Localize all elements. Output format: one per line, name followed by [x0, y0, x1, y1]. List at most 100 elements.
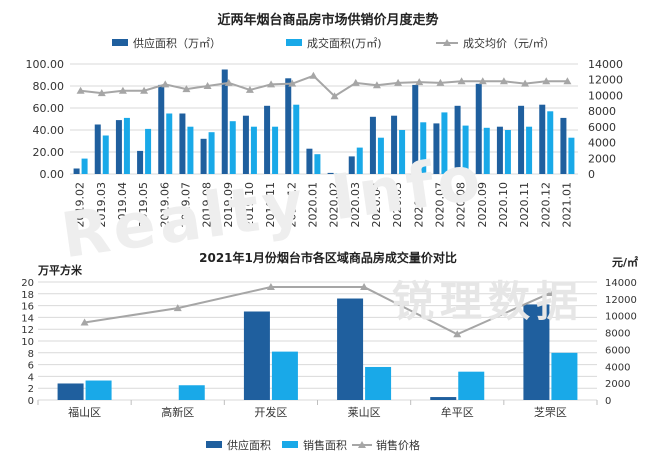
chart1-legend-label-deal: 成交面积(万㎡) — [307, 36, 382, 50]
chart2-y-tick-left: 16 — [21, 302, 34, 313]
chart2-y-tick-right: 6000 — [605, 345, 630, 356]
chart1-y-tick-left: 100.00 — [26, 58, 65, 71]
chart2-bar-supply — [243, 311, 270, 400]
chart1-y-tick-right: 14000 — [588, 58, 623, 71]
chart1-bar-supply — [496, 126, 503, 174]
chart2-y-tick-left: 10 — [21, 337, 34, 348]
chart1-bar-supply — [475, 83, 482, 174]
chart2-bar-sales — [178, 385, 205, 400]
chart2-title: 2021年1月份烟台市各区域商品房成交量价对比 — [199, 250, 457, 265]
chart1-point-price — [457, 77, 466, 85]
chart1-point-price — [372, 81, 381, 89]
chart1-point-price — [542, 77, 551, 85]
chart1-y-tick-right: 8000 — [588, 105, 616, 118]
chart1-bar-supply — [306, 148, 313, 174]
chart2-point-price — [80, 318, 89, 326]
chart1-bar-supply — [433, 123, 440, 174]
chart1-bar-deal — [229, 121, 236, 174]
chart1-legend-swatch-supply — [112, 39, 128, 46]
chart2-legend-marker-price — [358, 441, 366, 448]
chart1-bar-supply — [454, 105, 461, 174]
chart1-point-price — [97, 89, 106, 97]
chart2-y2-axis-label: 元/㎡ — [612, 255, 638, 269]
chart1-bar-deal — [526, 126, 533, 174]
chart1-bar-deal — [314, 154, 321, 174]
chart1-bar-supply — [94, 124, 101, 174]
chart2-y-tick-right: 10000 — [605, 312, 637, 323]
chart1-x-tick: 2020.11 — [518, 182, 531, 228]
chart2-bar-sales — [271, 351, 298, 400]
chart1-bar-deal — [568, 137, 575, 174]
chart2-point-price — [546, 288, 555, 296]
chart1-point-price — [436, 78, 445, 86]
chart1-bar-supply — [348, 156, 355, 174]
chart1-bar-deal — [420, 122, 427, 174]
chart1-bar-supply — [73, 168, 80, 174]
chart1-y-tick-left: 20.00 — [33, 146, 65, 159]
chart1-x-tick: 2019.11 — [264, 182, 277, 228]
chart1-legend-swatch-deal — [286, 39, 302, 46]
chart1-x-tick: 2019.04 — [116, 182, 129, 228]
chart1-point-price — [161, 80, 170, 88]
chart1-point-price — [394, 78, 403, 86]
chart1-bar-deal — [272, 126, 279, 174]
chart1-y-tick-right: 0 — [588, 168, 595, 181]
chart2-legend-swatch-sales — [282, 441, 298, 448]
chart2-legend-label-supply: 供应面积 — [227, 438, 271, 452]
chart1-point-price — [330, 92, 339, 100]
chart1-legend-label-supply: 供应面积（万㎡） — [133, 36, 221, 50]
chart1-x-tick: 2021.01 — [560, 182, 573, 228]
chart1-bar-supply — [327, 172, 334, 174]
chart1-bar-deal — [293, 104, 300, 174]
watermark-text: 锐理数据 — [392, 277, 585, 326]
chart1-point-price — [499, 77, 508, 85]
chart2-y-tick-right: 12000 — [605, 295, 637, 306]
chart1-point-price — [224, 78, 233, 86]
chart2-y-tick-right: 8000 — [605, 329, 630, 340]
chart2-bar-sales — [85, 380, 112, 400]
chart1-bar-supply — [560, 117, 567, 174]
chart1-legend-label-price: 成交均价（元/㎡） — [463, 36, 555, 50]
chart2-bar-supply — [57, 383, 84, 400]
chart1-x-tick: 2020.10 — [497, 182, 510, 228]
chart1-bar-deal — [123, 117, 130, 174]
chart1-bar-supply — [539, 104, 546, 174]
chart1-y-tick-left: 0.00 — [40, 168, 65, 181]
chart1-x-tick: 2019.03 — [95, 182, 108, 228]
chart1-point-price — [140, 86, 149, 94]
chart1-bar-deal — [504, 130, 511, 174]
chart2-legend-swatch-supply — [206, 441, 222, 448]
chart1-x-tick: 2019.06 — [158, 182, 171, 228]
chart1-bar-deal — [441, 112, 448, 174]
chart2-y-tick-left: 0 — [28, 396, 34, 407]
chart1-y-tick-right: 2000 — [588, 152, 616, 165]
chart1-bar-supply — [518, 105, 525, 174]
chart1-point-price — [563, 77, 572, 85]
chart1-point-price — [182, 85, 191, 93]
chart1-y-tick-right: 12000 — [588, 74, 623, 87]
chart2-bar-supply — [430, 397, 457, 400]
chart1-point-price — [521, 79, 530, 87]
chart1-bar-deal — [356, 147, 363, 174]
chart1-bar-supply — [264, 105, 271, 174]
chart2-point-price — [266, 283, 275, 291]
chart2-y-tick-left: 18 — [21, 290, 34, 301]
chart2-bar-supply — [523, 304, 550, 400]
chart1-x-tick: 2020.08 — [455, 182, 468, 228]
chart1-x-tick: 2020.04 — [370, 182, 383, 228]
chart2-point-price — [173, 304, 182, 312]
chart1-y-tick-left: 80.00 — [33, 80, 65, 93]
chart1-bar-supply — [115, 120, 122, 174]
chart1-x-tick: 2020.02 — [328, 182, 341, 228]
chart1-bar-deal — [399, 130, 406, 174]
chart1-bar-supply — [200, 138, 207, 174]
chart1-title: 近两年烟台商品房市场供销价月度走势 — [217, 12, 438, 28]
chart2-y-tick-right: 2000 — [605, 379, 630, 390]
chart1-x-tick: 2019.02 — [74, 182, 87, 228]
chart2-y-tick-left: 2 — [28, 384, 34, 395]
chart1-bar-deal — [377, 137, 384, 174]
chart2-legend-label-price: 销售价格 — [376, 438, 420, 452]
chart1-bar-deal — [208, 132, 215, 174]
chart2-y-tick-left: 12 — [21, 325, 34, 336]
